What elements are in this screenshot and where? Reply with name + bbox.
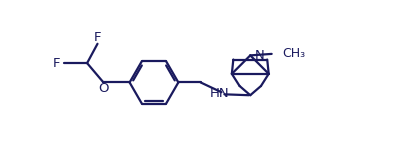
Text: F: F <box>94 31 101 44</box>
Text: HN: HN <box>209 87 229 100</box>
Text: N: N <box>255 49 265 62</box>
Text: O: O <box>98 82 109 95</box>
Text: CH₃: CH₃ <box>282 47 305 60</box>
Text: F: F <box>53 57 61 70</box>
